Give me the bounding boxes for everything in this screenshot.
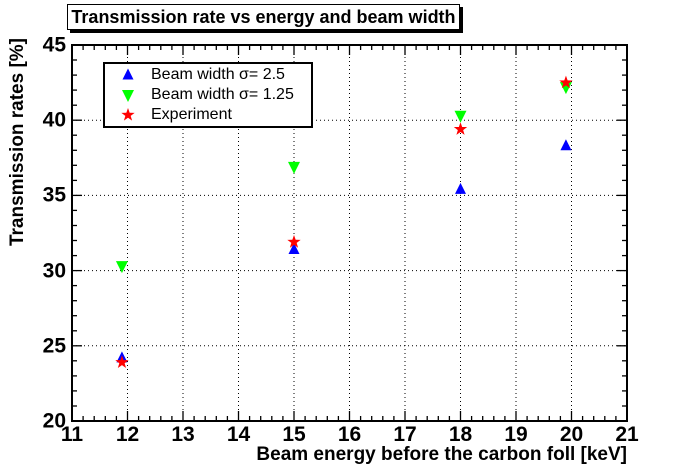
x-tick-label: 18: [448, 423, 473, 446]
y-tick-label: 25: [42, 334, 66, 358]
legend-label: Experiment: [151, 106, 232, 123]
series-0-markers: [116, 139, 572, 363]
legend-entry: Experiment: [105, 105, 311, 125]
y-tick-label: 35: [42, 183, 66, 207]
series-2-markers: [115, 75, 573, 369]
x-tick-label: 16: [337, 423, 362, 446]
y-tick-label: 20: [42, 409, 66, 433]
legend-box: Beam width σ= 2.5 Beam width σ= 1.25 Exper…: [103, 62, 313, 128]
x-tick-label: 12: [115, 423, 140, 446]
triangle-down-icon: [105, 86, 151, 104]
x-tick-label: 13: [171, 423, 195, 446]
triangle-up-icon: [105, 66, 151, 84]
x-tick-label: 19: [504, 423, 528, 446]
legend-entry: Beam width σ= 2.5: [105, 65, 311, 85]
legend-entry: Beam width σ= 1.25: [105, 85, 311, 105]
x-tick-label: 20: [559, 423, 584, 446]
legend-label: Beam width σ= 1.25: [151, 86, 294, 103]
x-tick-label: 17: [393, 423, 417, 446]
x-tick-label: 14: [226, 423, 251, 446]
y-tick-label: 30: [42, 259, 66, 283]
plot-title-box: Transmission rate vs energy and beam wid…: [67, 4, 460, 30]
x-tick-label: 11: [60, 423, 84, 446]
legend-label: Beam width σ= 2.5: [151, 66, 285, 83]
plot-frame: [71, 44, 628, 422]
y-tick-label: 40: [42, 108, 66, 132]
x-tick-label: 21: [615, 423, 639, 446]
plot-title: Transmission rate vs energy and beam wid…: [71, 6, 456, 27]
star-icon: [105, 106, 151, 124]
x-tick-label: 15: [282, 423, 306, 446]
x-axis-title: Beam energy before the carbon foll [keV]: [256, 444, 627, 465]
y-tick-label: 45: [42, 33, 66, 57]
y-axis-title: Transmission rates [%]: [7, 37, 28, 247]
